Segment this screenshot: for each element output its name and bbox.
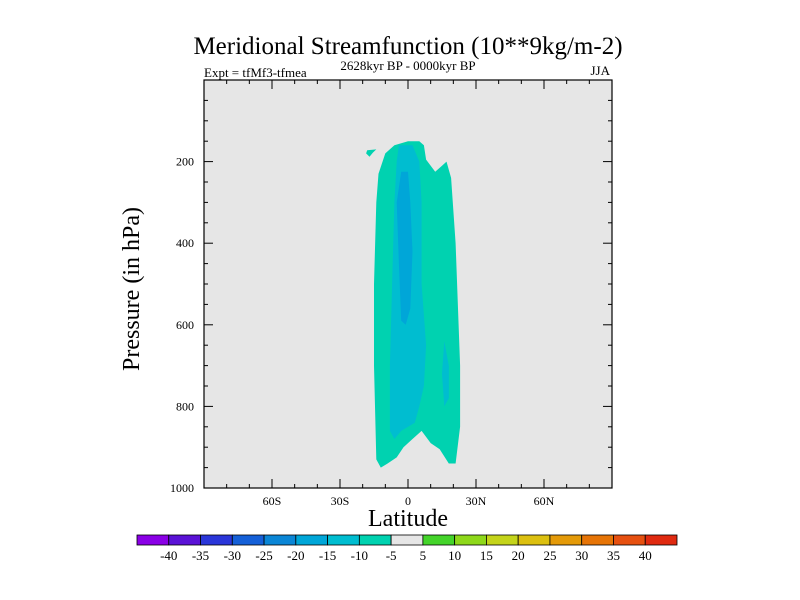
colorbar-swatch — [358, 534, 392, 546]
colorbar-label: -40 — [160, 548, 177, 563]
colorbar-swatch — [422, 534, 456, 546]
colorbar-label: -10 — [351, 548, 368, 563]
colorbar-swatch — [200, 534, 233, 546]
colorbar-swatch — [517, 534, 551, 546]
y-tick-label: 400 — [176, 236, 194, 250]
contour-minus5-small-patch — [366, 149, 377, 157]
colorbar-label: 20 — [512, 548, 525, 563]
x-tick-label: 60N — [534, 494, 555, 508]
x-axis-label: Latitude — [368, 506, 448, 532]
colorbar-label: -25 — [255, 548, 272, 563]
colorbar-label: 35 — [607, 548, 620, 563]
y-tick-label: 800 — [176, 399, 194, 413]
contour-minus15-core — [396, 171, 413, 325]
colorbar-swatch — [644, 534, 678, 546]
colorbar-swatch — [581, 534, 614, 546]
x-tick-label: 30N — [466, 494, 487, 508]
x-tick-label: 0 — [405, 494, 411, 508]
colorbar-label: 15 — [480, 548, 493, 563]
colorbar-label: -20 — [287, 548, 304, 563]
chart-title: Meridional Streamfunction (10**9kg/m-2) — [193, 33, 622, 60]
colorbar-label: -15 — [319, 548, 336, 563]
colorbar-label: -30 — [224, 548, 241, 563]
contour-fills — [366, 141, 461, 468]
y-tick-label: 200 — [176, 155, 194, 169]
colorbar-label: 25 — [543, 548, 556, 563]
colorbar-label: 5 — [420, 548, 427, 563]
y-tick-label: 1000 — [170, 481, 194, 495]
colorbar-label: -5 — [386, 548, 397, 563]
colorbar-swatch — [613, 534, 646, 546]
colorbar: -40 -35 -30 -25 -20 -15 -10 -5 5 10 15 20 25 30 35 40 — [136, 534, 678, 563]
y-axis-label: Pressure (in hPa) — [119, 207, 145, 371]
colorbar-swatch — [327, 534, 360, 546]
colorbar-swatch — [295, 534, 328, 546]
colorbar-swatch — [263, 534, 297, 546]
subtitle-left: Expt = tfMf3-tfmea — [204, 65, 307, 80]
colorbar-label: -35 — [192, 548, 209, 563]
colorbar-label: 10 — [448, 548, 461, 563]
colorbar-swatch — [231, 534, 265, 546]
contour-minus10-right-sliver — [442, 341, 449, 407]
x-tick-label: 60S — [263, 494, 282, 508]
colorbar-swatch — [486, 534, 519, 546]
colorbar-swatch — [136, 534, 170, 546]
colorbar-label: 40 — [639, 548, 652, 563]
colorbar-swatch — [390, 534, 424, 546]
axes: 60S 30S 0 30N 60N 200 400 600 800 1000 — [170, 80, 612, 508]
colorbar-swatch — [168, 534, 201, 546]
colorbar-swatch — [549, 534, 583, 546]
subtitle-center: 2628kyr BP - 0000kyr BP — [340, 58, 475, 73]
colorbar-label: 30 — [575, 548, 588, 563]
y-tick-label: 600 — [176, 318, 194, 332]
x-tick-label: 30S — [331, 494, 350, 508]
colorbar-swatch — [454, 534, 487, 546]
subtitle-right: JJA — [590, 63, 610, 78]
